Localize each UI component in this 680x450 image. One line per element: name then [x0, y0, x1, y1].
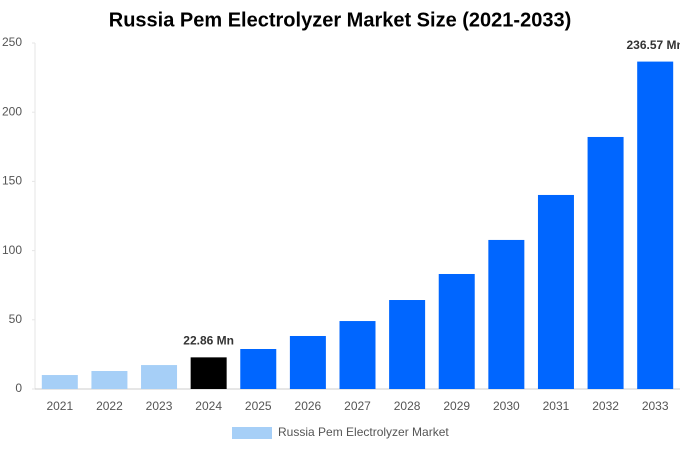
- x-tick-label: 2029: [443, 399, 470, 413]
- y-tick-label: 100: [2, 243, 22, 257]
- bar: [339, 321, 376, 389]
- y-tick-label: 150: [2, 174, 22, 188]
- legend-label: Russia Pem Electrolyzer Market: [278, 425, 449, 439]
- x-tick-label: 2028: [394, 399, 421, 413]
- bar: [637, 61, 674, 389]
- bar: [587, 136, 624, 389]
- value-label: 236.57 Mn: [627, 38, 680, 52]
- x-tick-label: 2026: [295, 399, 322, 413]
- bar: [537, 194, 574, 389]
- x-tick-label: 2025: [245, 399, 272, 413]
- x-tick-label: 2031: [543, 399, 570, 413]
- bar: [141, 365, 178, 389]
- x-tick-label: 2027: [344, 399, 371, 413]
- bar: [289, 335, 326, 389]
- x-tick-label: 2022: [96, 399, 123, 413]
- bar: [438, 273, 475, 389]
- x-tick-label: 2023: [146, 399, 173, 413]
- y-tick-label: 50: [9, 312, 23, 326]
- bar: [41, 375, 78, 389]
- bar: [240, 349, 277, 389]
- x-tick-label: 2033: [642, 399, 669, 413]
- legend-swatch: [232, 427, 272, 439]
- bar: [488, 239, 525, 389]
- value-label: 22.86 Mn: [183, 334, 234, 348]
- bar: [91, 371, 128, 389]
- bar: [190, 357, 227, 389]
- bar: [389, 300, 426, 389]
- y-tick-label: 200: [2, 104, 22, 118]
- x-tick-label: 2024: [195, 399, 222, 413]
- chart-title: Russia Pem Electrolyzer Market Size (202…: [109, 9, 571, 31]
- y-tick-label: 250: [2, 35, 22, 49]
- x-tick-label: 2032: [592, 399, 619, 413]
- x-tick-label: 2030: [493, 399, 520, 413]
- x-tick-label: 2021: [46, 399, 73, 413]
- y-tick-label: 0: [15, 381, 22, 395]
